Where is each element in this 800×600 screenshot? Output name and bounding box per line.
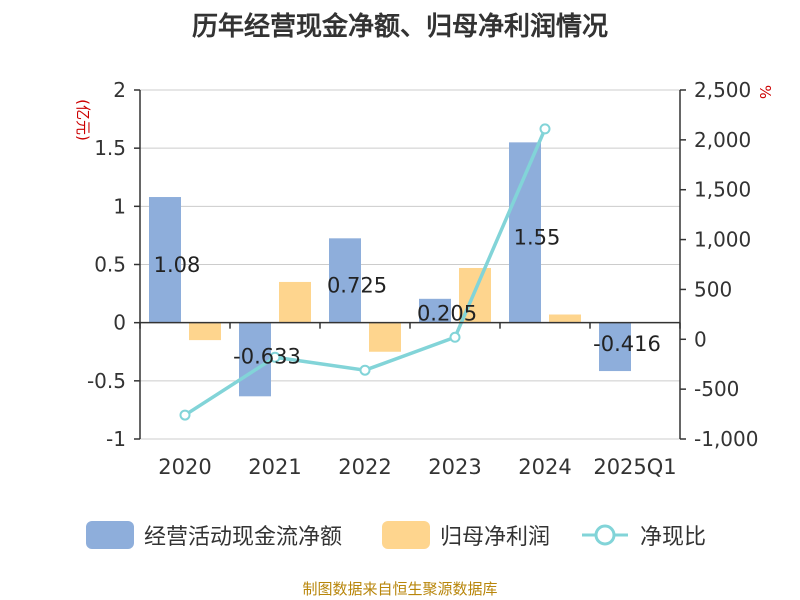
bar-profit: [369, 322, 401, 352]
ratio-line: [179, 123, 551, 421]
left-tick-label: -0.5: [87, 369, 126, 393]
bar-ocf: [599, 322, 631, 372]
bars: [149, 142, 671, 397]
left-tick-label: -1: [106, 427, 126, 451]
x-tick-label: 2022: [338, 455, 391, 479]
bar-profit: [189, 322, 221, 341]
right-tick-label: -500: [694, 377, 739, 401]
left-tick-label: 1: [113, 194, 126, 218]
source-note: 制图数据来自恒生聚源数据库: [302, 580, 498, 598]
bar-value-label: 1.08: [154, 253, 201, 277]
grid-lines: [140, 89, 680, 440]
legend-label-profit: 归母净利润: [440, 525, 551, 550]
ratio-point: [269, 351, 281, 363]
legend-swatch-ratio: [582, 524, 628, 546]
x-tick-label: 2021: [248, 455, 301, 479]
legend-label-ratio: 净现比: [640, 525, 707, 550]
left-tick-label: 0.5: [94, 253, 126, 277]
axes: [134, 89, 686, 440]
right-tick-label: 1,500: [694, 178, 751, 202]
chart-title: 历年经营现金净额、归母净利润情况: [191, 12, 608, 42]
bar-value-label: -0.633: [233, 344, 301, 368]
bar-value-label: -0.416: [593, 332, 661, 356]
legend-item-ocf[interactable]: 经营活动现金流净额: [86, 518, 342, 552]
left-tick-label: 0: [113, 311, 126, 335]
x-tick-label: 2024: [518, 455, 571, 479]
legend-swatch-profit: [382, 521, 430, 549]
bar-ocf: [239, 322, 271, 397]
bar-ocf: [149, 197, 181, 323]
legend-item-profit[interactable]: 归母净利润: [382, 518, 550, 552]
bar-value-label: 0.725: [327, 273, 387, 297]
left-tick-label: 2: [113, 78, 126, 102]
bar-value-label: 0.205: [417, 302, 477, 326]
ratio-point: [179, 409, 191, 421]
left-axis-unit: (亿元): [74, 99, 92, 141]
legend-label-ocf: 经营活动现金流净额: [144, 525, 343, 550]
right-tick-label: 2,500: [694, 78, 751, 102]
bar-ocf: [419, 298, 451, 323]
right-tick-label: -1,000: [694, 427, 758, 451]
data-labels: 1.08 -0.633 0.725 0.205 1.55 -0.416: [154, 226, 661, 369]
legend-item-ratio[interactable]: 净现比: [580, 518, 706, 552]
right-tick-label: 0: [694, 327, 707, 351]
ratio-point: [359, 364, 371, 376]
bar-ocf: [329, 238, 361, 323]
x-tick-label: 2020: [158, 455, 211, 479]
left-tick-label: 1.5: [94, 136, 126, 160]
x-tick-label: 2025Q1: [593, 455, 676, 479]
bar-profit: [549, 314, 581, 323]
right-axis-unit: %: [756, 85, 774, 99]
right-tick-label: 1,000: [694, 228, 751, 252]
x-tick-label: 2023: [428, 455, 481, 479]
ratio-point: [449, 331, 461, 343]
tick-labels: -1 -0.5 0 0.5 1 1.5 2 -1,000 -500 0 500 1,000 1,500 2…: [87, 78, 759, 479]
bar-value-label: 1.55: [514, 226, 561, 250]
bar-profit: [279, 281, 311, 323]
legend-swatch-ocf: [86, 521, 134, 549]
ratio-point: [539, 123, 551, 135]
right-tick-label: 2,000: [694, 128, 751, 152]
legend: 经营活动现金流净额 归母净利润 净现比: [0, 518, 800, 552]
right-tick-label: 500: [694, 277, 732, 301]
